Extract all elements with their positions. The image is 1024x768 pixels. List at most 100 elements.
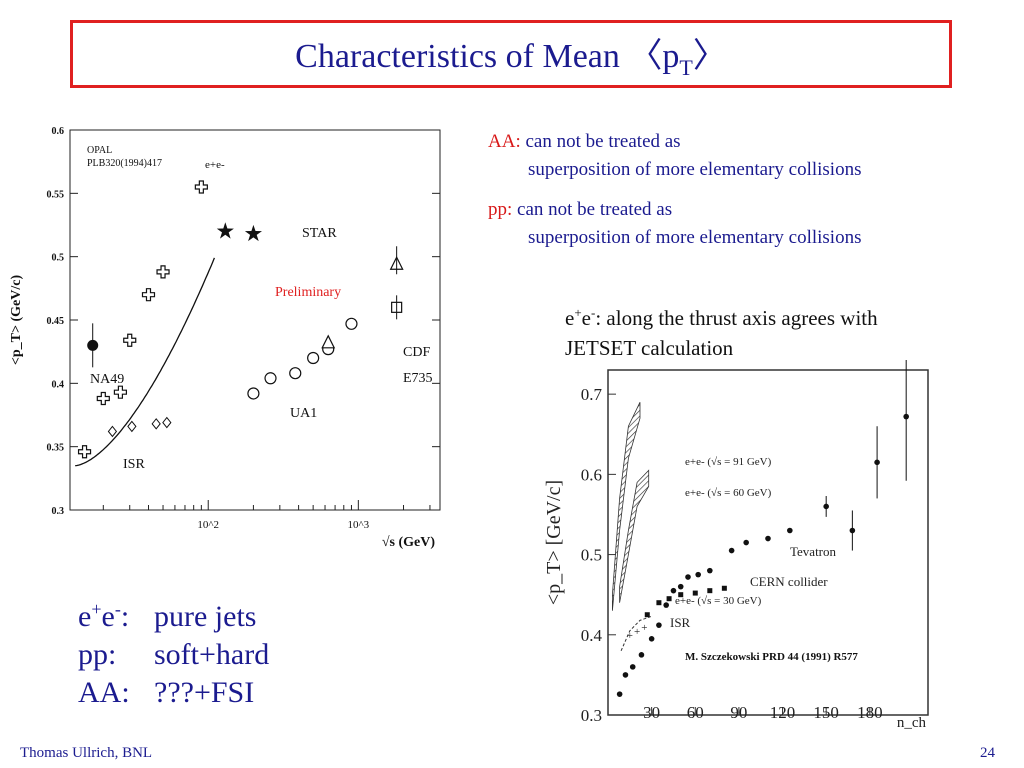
ee-label: e+e- bbox=[205, 159, 225, 171]
x-tick-label: 30 bbox=[643, 703, 660, 722]
point-ua1 bbox=[307, 351, 320, 365]
cdf-label: CDF bbox=[403, 345, 430, 360]
y-tick-label: 0.35 bbox=[47, 443, 65, 454]
y-tick-label: 0.45 bbox=[47, 316, 65, 327]
band-60gev bbox=[619, 469, 650, 603]
point-isr: + bbox=[627, 630, 633, 642]
x-tick-label: 180 bbox=[857, 703, 883, 722]
x-tick-label: 10^3 bbox=[347, 519, 369, 531]
credit-label: M. Szczekowski PRD 44 (1991) R577 bbox=[685, 651, 858, 663]
point-ee bbox=[96, 391, 110, 406]
curve-30gev bbox=[620, 615, 652, 652]
x-tick-label: 10^2 bbox=[197, 519, 219, 531]
ee60-label: e+e- (√s = 60 GeV) bbox=[685, 487, 772, 499]
summary-row-pp: pp: soft+hard bbox=[78, 638, 270, 671]
isr-label: ISR bbox=[670, 615, 691, 630]
point-tevatron bbox=[616, 691, 623, 697]
point-ua1 bbox=[289, 367, 302, 380]
point-cerncollider bbox=[644, 612, 650, 618]
y-axis-label: <p_T> [GeV/c] bbox=[543, 480, 565, 605]
point-isr bbox=[151, 418, 161, 430]
point-tevatron bbox=[638, 652, 645, 658]
point-star bbox=[244, 224, 262, 242]
y-tick-label: 0.55 bbox=[47, 189, 65, 200]
y-axis-label: <p_T> (GeV/c) bbox=[9, 275, 24, 366]
point-ua1 bbox=[264, 372, 277, 385]
point-ua1 bbox=[247, 387, 260, 400]
mean-pt-vs-nch-chart: 0.3 0.4 0.5 0.6 0.7 <p_T> [GeV/c] 30 60 90 120 150… bbox=[543, 360, 929, 730]
ee-note: e+e-: along the thrust axis agrees with … bbox=[565, 305, 878, 360]
mean-pt-vs-sqrt-s-chart: 0.3 0.35 0.4 0.45 0.5 0.55 0.6 <p_T> (GeV/c) 10… bbox=[0, 118, 441, 550]
summary-row-aa: AA: ???+FSI bbox=[78, 676, 255, 709]
y-tick-label: 0.4 bbox=[52, 379, 65, 390]
e735-label: E735 bbox=[403, 371, 433, 386]
point-cerncollider bbox=[692, 590, 698, 596]
point-tevatron bbox=[695, 571, 701, 578]
y-tick-label: 0.3 bbox=[581, 706, 602, 725]
na49-label: NA49 bbox=[90, 372, 124, 387]
y-tick-label: 0.6 bbox=[52, 126, 65, 137]
y-tick-label: 0.4 bbox=[581, 626, 603, 645]
point-ua1 bbox=[345, 317, 358, 330]
point-isr: + bbox=[634, 626, 640, 638]
point-tevatron bbox=[685, 574, 691, 580]
point-isr bbox=[107, 425, 118, 438]
point-isr: + bbox=[641, 622, 647, 634]
x-axis-label: √s (GeV) bbox=[382, 535, 436, 550]
y-tick-label: 0.5 bbox=[581, 546, 602, 565]
page-number: 24 bbox=[980, 745, 995, 761]
summary-list: e+e-: pure jets pp: soft+hard AA: ???+FSI bbox=[78, 590, 269, 712]
pp-note: pp: can not be treated as superposition … bbox=[488, 199, 862, 248]
opal-ref: PLB320(1994)417 bbox=[87, 158, 162, 169]
point-isr bbox=[127, 420, 137, 433]
y-tick-label: 0.7 bbox=[581, 385, 603, 404]
point-tevatron bbox=[743, 539, 749, 546]
point-cerncollider bbox=[707, 588, 713, 594]
point-cerncollider bbox=[721, 585, 727, 591]
point-na49 bbox=[87, 339, 99, 351]
point-tevatron bbox=[765, 535, 771, 542]
point-cerncollider bbox=[656, 600, 662, 606]
title-box: Characteristics of Mean 〈pT〉 bbox=[70, 20, 952, 88]
x-tick-label: 90 bbox=[730, 703, 747, 722]
footer-author: Thomas Ullrich, BNL bbox=[20, 745, 153, 761]
ee91-label: e+e- (√s = 91 GeV) bbox=[685, 456, 772, 468]
aa-note: AA: can not be treated as superposition … bbox=[488, 131, 862, 180]
point-ee bbox=[77, 445, 92, 459]
summary-row-ee: e+e-: pure jets bbox=[78, 599, 257, 633]
band-91gev bbox=[612, 402, 641, 611]
preliminary-label: Preliminary bbox=[275, 285, 341, 300]
point-ee bbox=[123, 333, 137, 347]
point-tevatron bbox=[629, 664, 636, 670]
point-tevatron bbox=[663, 602, 669, 608]
x-tick-label: 150 bbox=[813, 703, 839, 722]
y-tick-label: 0.6 bbox=[581, 465, 602, 484]
isr-label: ISR bbox=[123, 457, 145, 472]
point-tevatron bbox=[677, 583, 684, 590]
ee-fit-curve bbox=[75, 257, 216, 467]
point-star bbox=[216, 222, 234, 239]
point-ee bbox=[141, 288, 156, 302]
cern-collider-label: CERN collider bbox=[750, 574, 828, 589]
point-tevatron bbox=[787, 527, 793, 534]
point-cerncollider bbox=[678, 592, 684, 598]
point-tevatron bbox=[670, 587, 677, 594]
point-ee bbox=[113, 385, 128, 399]
ua1-label: UA1 bbox=[290, 406, 317, 421]
y-tick-label: 0.3 bbox=[52, 506, 65, 517]
slide-title: Characteristics of Mean 〈pT〉 bbox=[295, 37, 727, 80]
x-axis-label: n_ch bbox=[897, 715, 927, 730]
point-tevatron bbox=[707, 567, 713, 574]
point-ee bbox=[156, 265, 170, 279]
point-tevatron bbox=[622, 672, 629, 678]
opal-label: OPAL bbox=[87, 145, 112, 156]
ee30-label: e+e- (√s = 30 GeV) bbox=[675, 595, 762, 607]
point-tevatron bbox=[728, 547, 735, 554]
x-tick-label: 60 bbox=[687, 703, 704, 722]
x-tick-label: 120 bbox=[770, 703, 796, 722]
point-e735 bbox=[321, 334, 336, 349]
star-label: STAR bbox=[302, 226, 337, 241]
point-tevatron bbox=[648, 635, 655, 642]
chart2-frame bbox=[607, 369, 929, 716]
point-tevatron bbox=[656, 622, 662, 628]
